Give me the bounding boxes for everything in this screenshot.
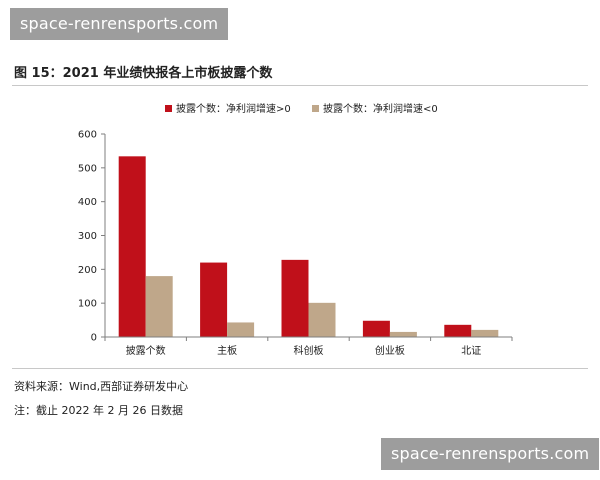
- bar-chart: 披露个数：净利润增速>0 披露个数：净利润增速<0 0 100 200 300 400 50…: [78, 102, 513, 357]
- y-tick-label: 300: [78, 231, 97, 242]
- bar-series1-4: [444, 324, 472, 337]
- date-note: 注：截止 2022 年 2 月 26 日数据: [14, 404, 183, 417]
- bar-series2-0: [145, 276, 173, 337]
- legend-swatch-1: [165, 105, 172, 112]
- y-tick-label: 100: [78, 299, 97, 310]
- bar-series2-4: [471, 329, 499, 337]
- bar-series1-0: [118, 156, 146, 337]
- y-tick-label: 0: [91, 333, 97, 344]
- figure-title: 图 15：2021 年业绩快报各上市板披露个数: [14, 66, 273, 81]
- x-tick-label: 披露个数: [126, 344, 166, 357]
- bar-series1-1: [200, 262, 228, 337]
- footer-divider: [12, 368, 588, 369]
- bar-series2-1: [227, 322, 255, 337]
- legend-label-1: 披露个数：净利润增速>0: [176, 102, 291, 115]
- bar-series2-2: [308, 302, 336, 337]
- legend-label-2: 披露个数：净利润增速<0: [323, 102, 438, 115]
- y-tick-label: 600: [78, 130, 97, 141]
- bar-series1-2: [281, 259, 309, 337]
- x-tick-label: 北证: [461, 345, 481, 357]
- bar-series2-3: [389, 331, 417, 337]
- watermark-top: space-renrensports.com: [10, 8, 228, 40]
- x-tick-label: 主板: [217, 344, 237, 357]
- y-tick-label: 200: [78, 265, 97, 276]
- y-axis: 0 100 200 300 400 500 600: [78, 130, 106, 344]
- x-tick-label: 创业板: [375, 344, 405, 357]
- watermark-bottom: space-renrensports.com: [381, 438, 599, 470]
- x-tick-label: 科创板: [294, 344, 324, 357]
- legend-swatch-2: [312, 105, 319, 112]
- y-tick-label: 400: [78, 197, 97, 208]
- source-note: 资料来源：Wind,西部证券研发中心: [14, 380, 189, 393]
- bars: [118, 156, 499, 337]
- chart-legend: 披露个数：净利润增速>0 披露个数：净利润增速<0: [165, 102, 438, 115]
- title-divider: [12, 85, 588, 86]
- y-tick-label: 500: [78, 163, 97, 174]
- bar-series1-3: [362, 320, 390, 337]
- x-axis: 披露个数 主板 科创板 创业板 北证: [104, 336, 513, 357]
